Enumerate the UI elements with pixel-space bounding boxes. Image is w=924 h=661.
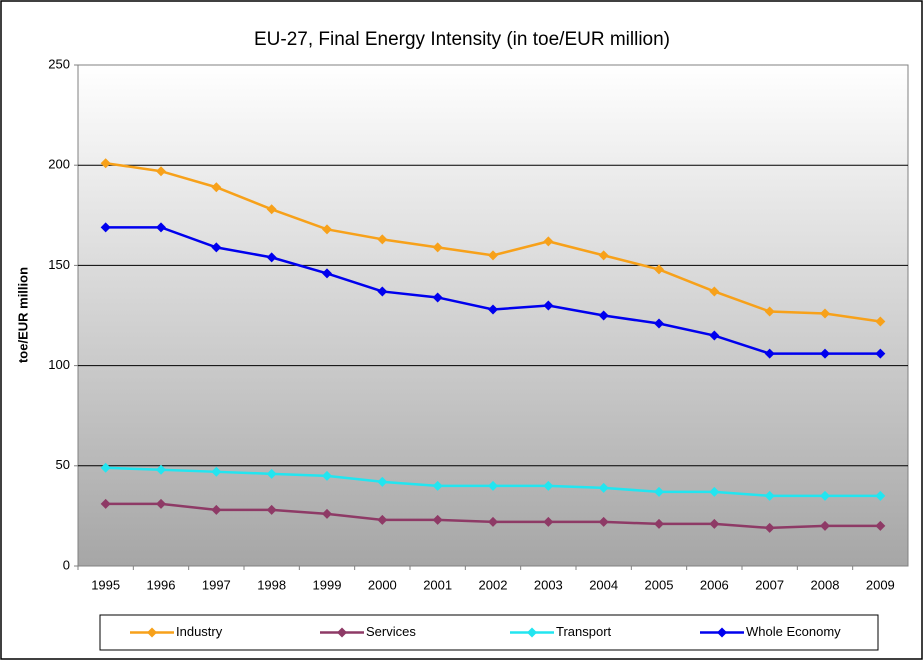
x-tick-label: 2001 bbox=[423, 577, 452, 592]
point-marker bbox=[211, 242, 222, 253]
legend-label: Services bbox=[366, 624, 416, 639]
point-marker bbox=[211, 504, 222, 515]
point-marker bbox=[488, 516, 498, 527]
point-marker bbox=[875, 316, 886, 327]
x-tick-label: 2008 bbox=[811, 577, 840, 592]
point-marker bbox=[100, 158, 111, 169]
y-tick-label: 200 bbox=[48, 157, 70, 172]
point-marker bbox=[322, 470, 332, 481]
y-tick-label: 150 bbox=[48, 257, 70, 272]
legend-marker bbox=[527, 627, 537, 638]
point-marker bbox=[100, 222, 111, 233]
point-marker bbox=[764, 306, 775, 317]
x-tick-label: 2005 bbox=[645, 577, 674, 592]
point-marker bbox=[322, 508, 332, 519]
point-marker bbox=[764, 490, 775, 501]
point-marker bbox=[654, 318, 664, 329]
point-marker bbox=[432, 292, 443, 303]
y-tick-label: 250 bbox=[48, 56, 70, 71]
point-marker bbox=[266, 504, 277, 515]
point-marker bbox=[432, 242, 443, 253]
point-marker bbox=[543, 516, 554, 527]
point-marker bbox=[156, 498, 166, 509]
x-tick-label: 1998 bbox=[257, 577, 286, 592]
point-marker bbox=[875, 348, 886, 359]
x-tick-label: 1997 bbox=[202, 577, 231, 592]
point-marker bbox=[432, 514, 443, 525]
legend-marker bbox=[717, 627, 727, 638]
point-marker bbox=[543, 480, 554, 491]
point-marker bbox=[820, 308, 830, 319]
point-marker bbox=[156, 166, 166, 177]
chart-title: EU-27, Final Energy Intensity (in toe/EU… bbox=[254, 29, 670, 50]
point-marker bbox=[377, 286, 388, 297]
x-tick-label: 1999 bbox=[313, 577, 342, 592]
point-marker bbox=[432, 480, 443, 491]
point-marker bbox=[820, 490, 830, 501]
x-tick-label: 2009 bbox=[866, 577, 895, 592]
point-marker bbox=[100, 498, 111, 509]
legend-marker bbox=[337, 627, 347, 638]
point-marker bbox=[322, 268, 332, 279]
point-marker bbox=[488, 304, 498, 315]
point-marker bbox=[598, 482, 609, 493]
point-marker bbox=[488, 480, 498, 491]
point-marker bbox=[654, 486, 664, 497]
point-marker bbox=[156, 222, 166, 233]
point-marker bbox=[598, 250, 609, 261]
point-marker bbox=[322, 224, 332, 235]
point-marker bbox=[543, 300, 554, 311]
point-marker bbox=[211, 182, 222, 193]
point-marker bbox=[764, 348, 775, 359]
point-marker bbox=[820, 520, 830, 531]
point-marker bbox=[764, 522, 775, 533]
y-tick-label: 0 bbox=[63, 557, 70, 572]
y-tick-label: 50 bbox=[56, 457, 70, 472]
x-tick-label: 1995 bbox=[91, 577, 120, 592]
point-marker bbox=[875, 520, 886, 531]
x-tick-label: 2000 bbox=[368, 577, 397, 592]
legend-label: Whole Economy bbox=[746, 624, 841, 639]
point-marker bbox=[377, 234, 388, 245]
point-marker bbox=[598, 310, 609, 321]
point-marker bbox=[266, 204, 277, 215]
x-tick-label: 1996 bbox=[147, 577, 176, 592]
point-marker bbox=[709, 330, 720, 341]
plot-area bbox=[77, 64, 909, 567]
point-marker bbox=[709, 486, 720, 497]
y-tick-label: 100 bbox=[48, 357, 70, 372]
point-marker bbox=[820, 348, 830, 359]
x-tick-label: 2002 bbox=[479, 577, 508, 592]
point-marker bbox=[156, 464, 166, 475]
point-marker bbox=[875, 490, 886, 501]
x-tick-label: 2003 bbox=[534, 577, 563, 592]
point-marker bbox=[266, 468, 277, 479]
legend-label: Industry bbox=[176, 624, 223, 639]
legend-label: Transport bbox=[556, 624, 612, 639]
legend-marker bbox=[147, 627, 157, 638]
point-marker bbox=[100, 462, 111, 473]
legend bbox=[99, 614, 879, 651]
point-marker bbox=[266, 252, 277, 263]
point-marker bbox=[211, 466, 222, 477]
x-tick-label: 2007 bbox=[755, 577, 784, 592]
point-marker bbox=[709, 286, 720, 297]
point-marker bbox=[598, 516, 609, 527]
point-marker bbox=[377, 476, 388, 487]
point-marker bbox=[377, 514, 388, 525]
x-tick-label: 2006 bbox=[700, 577, 729, 592]
point-marker bbox=[654, 518, 664, 529]
y-axis-label: toe/EUR million bbox=[15, 267, 30, 363]
point-marker bbox=[709, 518, 720, 529]
point-marker bbox=[543, 236, 554, 247]
x-tick-label: 2004 bbox=[589, 577, 618, 592]
point-marker bbox=[488, 250, 498, 261]
point-marker bbox=[654, 264, 664, 275]
